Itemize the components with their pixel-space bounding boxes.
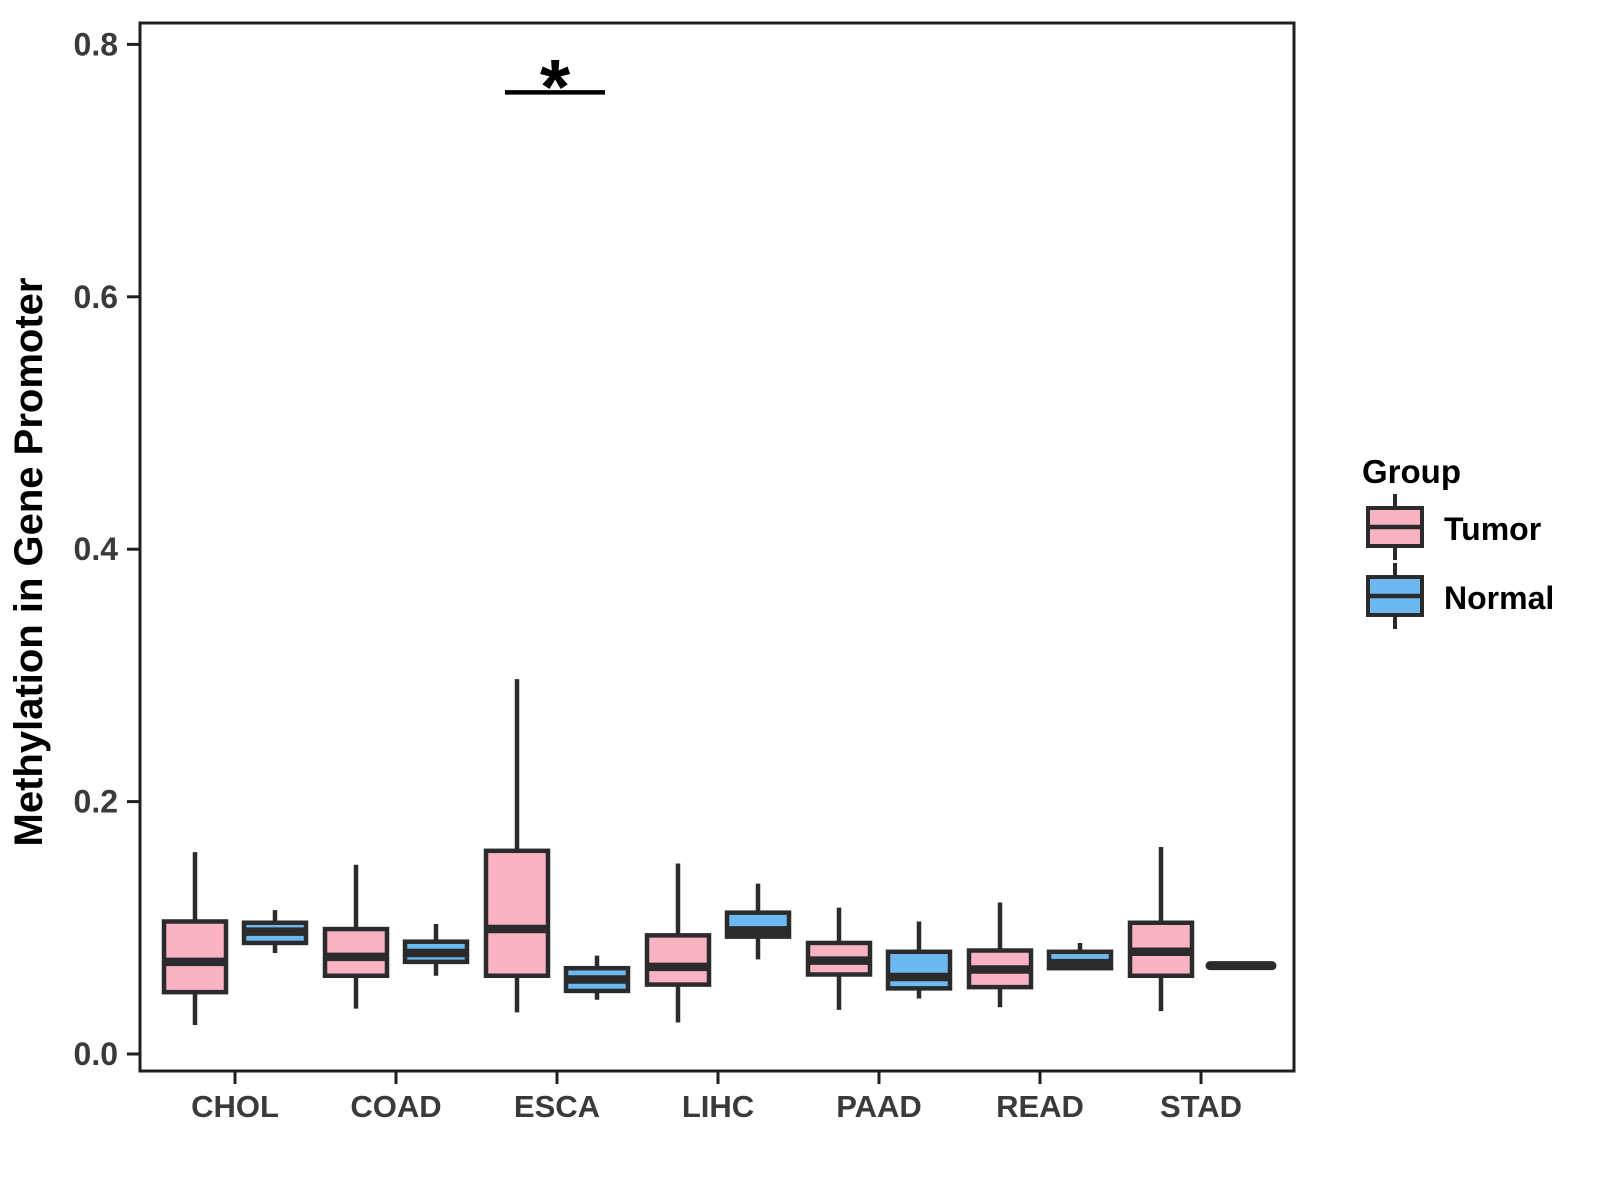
y-axis-tick-label: 0.6 (74, 279, 118, 315)
x-axis-label-esca: ESCA (514, 1089, 600, 1124)
legend-label-normal: Normal (1444, 580, 1554, 616)
x-axis-label-coad: COAD (350, 1089, 441, 1124)
legend-label-tumor: Tumor (1444, 511, 1541, 547)
legend-keys (1366, 494, 1424, 629)
legend-title: Group (1362, 453, 1461, 490)
y-axis-tick-label: 0.2 (74, 784, 118, 820)
box-coad-tumor (322, 926, 390, 979)
box-chol-tumor (161, 919, 229, 995)
y-axis-tick-label: 0.4 (74, 531, 119, 567)
legend-key-normal (1366, 563, 1424, 629)
x-axis-label-stad: STAD (1160, 1089, 1242, 1124)
x-axis-label-read: READ (996, 1089, 1084, 1124)
x-axis-label-chol: CHOL (191, 1089, 279, 1124)
legend: Group Tumor Normal (1362, 453, 1554, 629)
y-axis-title: Methylation in Gene Promoter (7, 278, 51, 847)
x-axis-label-lihc: LIHC (682, 1089, 754, 1124)
significance-annotation: * (505, 42, 605, 130)
plot-area: 0.0 0.2 0.4 0.6 0.8 CHOL COAD ESCA LIHC PAAD READ S… (74, 26, 1277, 1124)
y-axis-tick-label: 0.0 (74, 1036, 118, 1072)
box-esca-tumor (483, 848, 551, 979)
significance-star: * (540, 42, 571, 130)
box-paad-normal (885, 949, 953, 991)
plot-panel (138, 21, 1296, 1073)
legend-key-tumor (1366, 494, 1424, 560)
box-lihc-tumor (644, 933, 712, 987)
x-axis-label-paad: PAAD (836, 1089, 922, 1124)
y-axis-tick-label: 0.8 (74, 26, 118, 62)
